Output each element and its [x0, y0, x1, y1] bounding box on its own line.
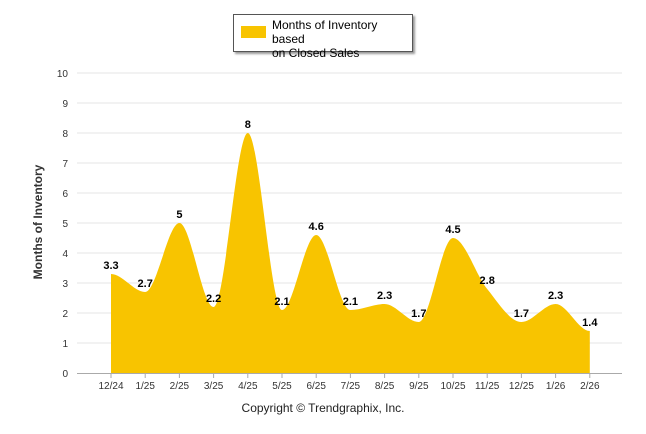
- series-area: [111, 133, 590, 373]
- x-tick-label: 3/25: [204, 381, 224, 392]
- x-tick-label: 10/25: [440, 381, 465, 392]
- data-label: 8: [245, 119, 251, 131]
- x-tick-label: 12/25: [509, 381, 534, 392]
- x-tick-label: 11/25: [475, 381, 500, 392]
- y-tick-label: 0: [62, 369, 68, 380]
- legend-label: Months of Inventory based on Closed Sale…: [272, 18, 412, 60]
- data-label: 2.3: [377, 290, 392, 302]
- y-tick-label: 5: [62, 219, 68, 230]
- data-label: 2.1: [274, 296, 289, 308]
- data-label: 2.1: [343, 296, 358, 308]
- x-tick-label: 2/26: [580, 381, 600, 392]
- data-label: 1.4: [582, 317, 598, 329]
- y-tick-label: 6: [62, 189, 68, 200]
- data-label: 1.7: [514, 308, 529, 320]
- x-tick-label: 1/26: [546, 381, 566, 392]
- y-tick-label: 2: [62, 309, 68, 320]
- data-label: 2.7: [138, 278, 153, 290]
- y-tick-label: 3: [62, 279, 68, 290]
- data-label: 3.3: [103, 260, 118, 272]
- x-tick-label: 12/24: [98, 381, 123, 392]
- data-label: 2.2: [206, 293, 221, 305]
- y-axis-label: Months of Inventory: [31, 164, 45, 280]
- y-tick-label: 10: [57, 69, 69, 80]
- y-tick-label: 4: [62, 249, 68, 260]
- y-tick-label: 1: [62, 339, 68, 350]
- x-tick-label: 1/25: [135, 381, 155, 392]
- x-tick-label: 5/25: [272, 381, 292, 392]
- data-label: 2.8: [480, 275, 495, 287]
- copyright-footer: Copyright © Trendgraphix, Inc.: [241, 401, 405, 415]
- chart-legend: Months of Inventory based on Closed Sale…: [233, 14, 413, 60]
- x-tick-label: 9/25: [409, 381, 429, 392]
- x-tick-label: 2/25: [170, 381, 190, 392]
- legend-label-line-2: on Closed Sales: [272, 46, 360, 60]
- legend-label-line-1: Months of Inventory based: [272, 18, 378, 46]
- data-label: 1.7: [411, 308, 426, 320]
- x-tick-label: 4/25: [238, 381, 258, 392]
- y-tick-label: 8: [62, 129, 68, 140]
- y-tick-label: 7: [62, 159, 68, 170]
- data-label: 4.5: [445, 224, 460, 236]
- x-tick-label: 7/25: [341, 381, 361, 392]
- x-tick-label: 6/25: [306, 381, 326, 392]
- y-tick-label: 9: [62, 99, 68, 110]
- data-label: 4.6: [309, 221, 324, 233]
- x-tick-label: 8/25: [375, 381, 395, 392]
- data-label: 5: [176, 209, 182, 221]
- legend-swatch: [241, 26, 266, 38]
- data-label: 2.3: [548, 290, 563, 302]
